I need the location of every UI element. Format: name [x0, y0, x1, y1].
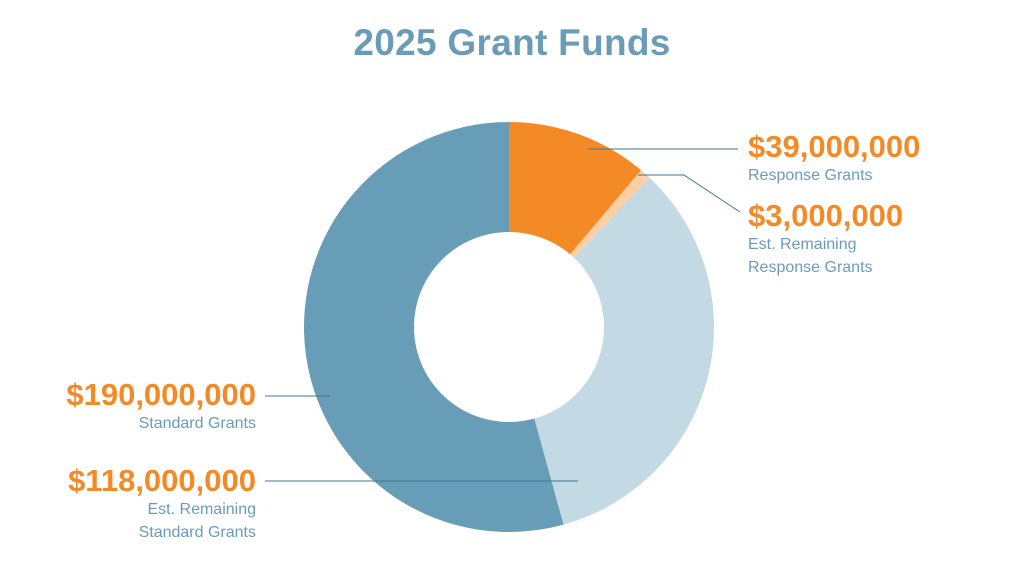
label-est-remaining-standard: $118,000,000 Est. Remaining Standard Gra… — [68, 464, 256, 544]
data-label-name: Standard Grants — [138, 415, 256, 432]
data-label-name: Response Grants — [748, 167, 873, 184]
label-response-grants: $39,000,000 Response Grants — [748, 130, 920, 187]
data-label-name: Standard Grants — [138, 524, 256, 541]
data-label-amount: $118,000,000 — [68, 463, 256, 498]
label-standard-grants: $190,000,000 Standard Grants — [66, 378, 256, 435]
donut-hole — [414, 232, 604, 422]
data-label-name: Est. Remaining — [748, 236, 857, 253]
data-label-name: Est. Remaining — [147, 501, 257, 518]
data-label-amount: $39,000,000 — [748, 129, 921, 164]
leader-line-est-remaining-response — [638, 174, 741, 213]
label-est-remaining-response: $3,000,000 Est. Remaining Response Grant… — [748, 199, 903, 279]
data-label-amount: $3,000,000 — [748, 198, 904, 233]
data-label-amount: $190,000,000 — [66, 377, 256, 412]
data-label-name: Response Grants — [748, 259, 873, 276]
slice-est-remaining-standard-grants — [509, 177, 714, 525]
chart-title: 2025 Grant Funds — [353, 22, 671, 63]
